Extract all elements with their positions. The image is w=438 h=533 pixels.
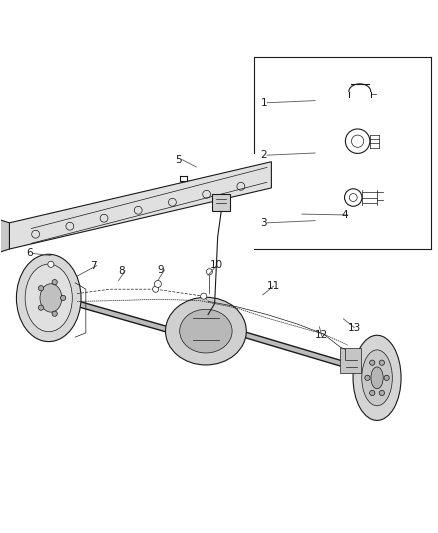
Ellipse shape [180, 309, 232, 353]
Text: 10: 10 [210, 260, 223, 270]
Text: 6: 6 [26, 248, 33, 259]
Text: 2: 2 [261, 150, 267, 160]
Text: 3: 3 [261, 218, 267, 228]
Circle shape [39, 305, 44, 310]
FancyBboxPatch shape [212, 194, 230, 212]
Ellipse shape [371, 367, 383, 389]
Circle shape [370, 390, 375, 395]
Text: 12: 12 [315, 330, 328, 341]
Circle shape [52, 311, 57, 316]
Circle shape [379, 390, 385, 395]
FancyBboxPatch shape [340, 348, 361, 374]
Ellipse shape [25, 264, 72, 332]
Text: 9: 9 [158, 265, 165, 275]
Text: 13: 13 [348, 322, 361, 333]
Ellipse shape [166, 297, 246, 365]
Circle shape [39, 286, 44, 291]
Circle shape [206, 269, 212, 275]
Circle shape [370, 360, 375, 365]
Text: 1: 1 [261, 98, 267, 108]
Polygon shape [10, 161, 272, 249]
Polygon shape [0, 220, 10, 253]
Text: 11: 11 [267, 281, 280, 291]
Circle shape [52, 279, 57, 285]
Ellipse shape [353, 335, 401, 421]
Circle shape [154, 280, 161, 287]
Ellipse shape [40, 284, 62, 312]
Circle shape [379, 360, 385, 365]
Circle shape [60, 295, 66, 301]
Ellipse shape [362, 350, 392, 406]
Circle shape [201, 293, 207, 299]
Text: 7: 7 [90, 261, 97, 271]
Text: 5: 5 [175, 155, 182, 165]
Ellipse shape [16, 254, 81, 342]
Circle shape [365, 375, 370, 381]
Circle shape [384, 375, 389, 381]
Circle shape [48, 261, 54, 268]
Text: 8: 8 [119, 266, 125, 276]
Text: 4: 4 [341, 210, 348, 220]
Circle shape [152, 286, 159, 292]
